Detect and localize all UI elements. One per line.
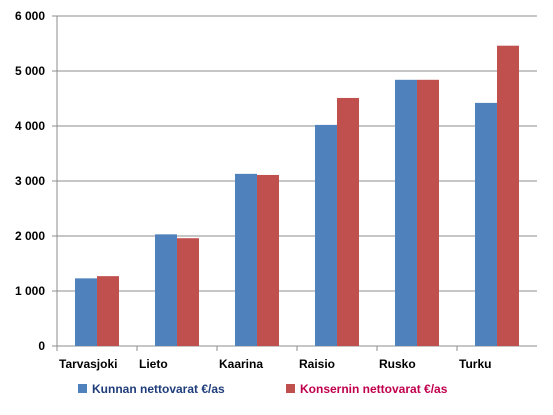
bar xyxy=(475,102,497,347)
y-tick-label: 0 xyxy=(38,339,45,353)
bar xyxy=(75,278,97,346)
y-axis-ticks: 0 1 000 2 000 3 000 4 000 5 000 6 000 xyxy=(15,9,57,353)
bar xyxy=(337,97,359,346)
legend-swatch xyxy=(78,384,87,393)
y-tick-label: 1 000 xyxy=(15,284,45,298)
y-tick-label: 4 000 xyxy=(15,119,45,133)
y-tick-label: 3 000 xyxy=(15,174,45,188)
y-tick-label: 2 000 xyxy=(15,229,45,243)
legend: Kunnan nettovarat €/as Konsernin nettovar… xyxy=(78,382,448,396)
axes xyxy=(56,16,537,351)
bar xyxy=(235,173,257,346)
legend-label: Kunnan nettovarat €/as xyxy=(92,382,225,396)
x-axis-labels: Tarvasjoki Lieto Kaarina Raisio Rusko Turku xyxy=(59,357,491,371)
y-tick-label: 6 000 xyxy=(15,9,45,23)
x-tick-label: Lieto xyxy=(139,357,168,371)
legend-swatch xyxy=(286,384,295,393)
x-tick-label: Rusko xyxy=(379,357,416,371)
bar xyxy=(155,234,177,346)
bar xyxy=(417,79,439,347)
legend-label: Konsernin nettovarat €/as xyxy=(300,382,448,396)
bar xyxy=(395,79,417,347)
bar xyxy=(97,276,119,346)
x-tick-label: Raisio xyxy=(299,357,335,371)
bars xyxy=(75,45,519,347)
x-tick-label: Kaarina xyxy=(219,357,263,371)
bar xyxy=(257,174,279,346)
bar xyxy=(315,124,337,347)
gridlines xyxy=(57,15,537,292)
x-tick-label: Tarvasjoki xyxy=(59,357,117,371)
x-tick-label: Turku xyxy=(459,357,491,371)
bar xyxy=(177,238,199,346)
y-tick-label: 5 000 xyxy=(15,64,45,78)
bar xyxy=(497,45,519,346)
